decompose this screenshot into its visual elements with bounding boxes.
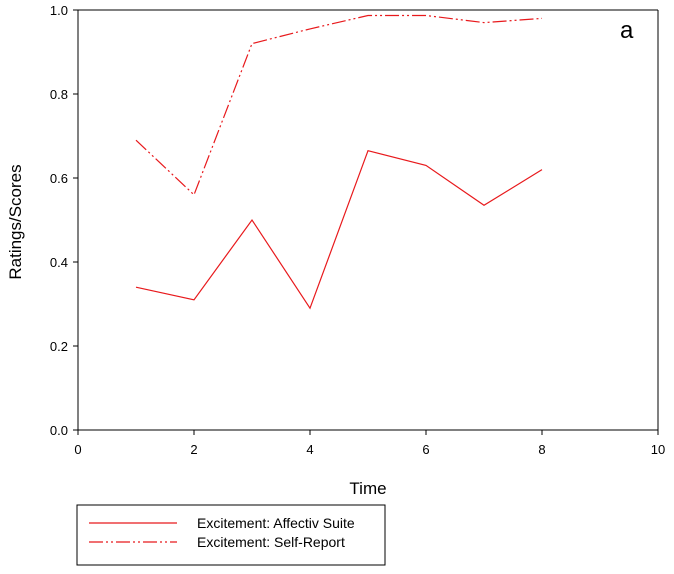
y-tick-label: 0.0 bbox=[50, 423, 68, 438]
data-point bbox=[135, 286, 138, 289]
x-tick-label: 8 bbox=[538, 442, 545, 457]
legend: Excitement: Affectiv Suite Excitement: S… bbox=[76, 504, 386, 566]
data-point bbox=[425, 164, 428, 167]
data-point bbox=[309, 27, 312, 30]
y-tick-label: 1.0 bbox=[50, 3, 68, 18]
x-axis-ticks: 0 2 4 6 8 10 bbox=[74, 430, 665, 457]
data-point bbox=[367, 14, 370, 17]
data-point bbox=[483, 21, 486, 24]
data-point bbox=[193, 298, 196, 301]
legend-label-self-report: Excitement: Self-Report bbox=[197, 534, 345, 550]
data-point bbox=[541, 168, 544, 171]
x-tick-label: 2 bbox=[190, 442, 197, 457]
data-point bbox=[193, 193, 196, 196]
legend-box bbox=[76, 504, 386, 566]
y-tick-label: 0.4 bbox=[50, 255, 68, 270]
x-tick-label: 4 bbox=[306, 442, 313, 457]
data-point bbox=[483, 204, 486, 207]
y-axis-title: Ratings/Scores bbox=[6, 164, 25, 279]
x-tick-label: 6 bbox=[422, 442, 429, 457]
data-point bbox=[251, 219, 254, 222]
series-layer bbox=[135, 14, 544, 310]
data-point bbox=[425, 14, 428, 17]
data-point bbox=[541, 17, 544, 20]
x-tick-label: 10 bbox=[651, 442, 665, 457]
data-point bbox=[309, 307, 312, 310]
x-tick-label: 0 bbox=[74, 442, 81, 457]
data-point bbox=[367, 149, 370, 152]
y-tick-label: 0.8 bbox=[50, 87, 68, 102]
data-point bbox=[135, 139, 138, 142]
y-tick-label: 0.2 bbox=[50, 339, 68, 354]
legend-label-affectiv-suite: Excitement: Affectiv Suite bbox=[197, 515, 355, 531]
x-axis-title: Time bbox=[349, 479, 386, 498]
series-line-affectiv-suite bbox=[135, 149, 543, 310]
y-axis-ticks: 0.0 0.2 0.4 0.6 0.8 1.0 bbox=[50, 3, 78, 438]
data-point bbox=[251, 42, 254, 45]
series-line-self-report bbox=[135, 14, 543, 196]
panel-label: a bbox=[620, 17, 634, 44]
y-tick-label: 0.6 bbox=[50, 171, 68, 186]
